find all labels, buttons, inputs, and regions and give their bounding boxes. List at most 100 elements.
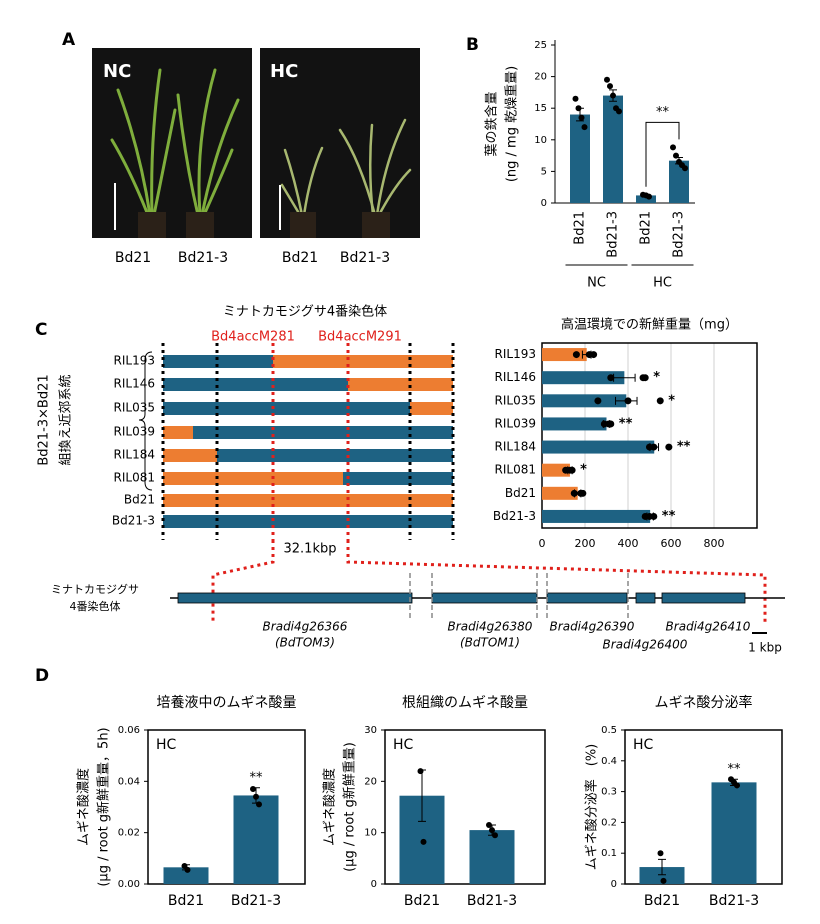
bar — [542, 417, 607, 431]
bar — [233, 795, 279, 884]
gene-label: Bradi4g26390 — [550, 620, 635, 634]
row-label: Bd21-3 — [112, 514, 155, 528]
y-tick-label: RIL193 — [495, 347, 536, 361]
group-label: 組換え近郊系統 — [58, 374, 74, 465]
error-bar — [658, 858, 666, 876]
chart-title: 高温環境での新鮮重量（mg） — [561, 317, 738, 333]
gene-map — [170, 573, 785, 634]
gene-alias: (BdTOM1) — [460, 636, 520, 650]
bar — [542, 440, 655, 454]
data-point — [579, 489, 587, 497]
x-tick-label: Bd21 — [639, 211, 654, 245]
x-tick-label: Bd21 — [573, 211, 588, 245]
plot-frame — [624, 729, 783, 885]
data-point — [673, 152, 679, 159]
gene-alias: (BdTOM3) — [275, 636, 335, 650]
y-tick-label: 25 — [534, 40, 547, 51]
data-point — [670, 144, 676, 151]
plot-frame — [384, 729, 546, 885]
data-point — [641, 374, 649, 382]
y-axis-label: ムギネ酸分泌率 (%) — [584, 744, 600, 871]
data-point — [590, 351, 598, 359]
y-tick-label: 0.2 — [601, 817, 617, 828]
inset-label: HC — [393, 737, 414, 753]
row-label: RIL035 — [114, 401, 155, 415]
panel-label: D — [35, 666, 49, 686]
row-label: RIL184 — [114, 448, 155, 462]
y-tick-label: 0.06 — [118, 725, 140, 736]
data-point — [570, 489, 578, 497]
data-point — [665, 443, 673, 451]
gene-label: Bradi4g26366 — [263, 620, 348, 634]
bar — [711, 782, 757, 884]
bar — [542, 463, 570, 477]
x-tick-label: Bd21-3 — [672, 211, 687, 258]
y-tick-label: 20 — [364, 776, 377, 787]
y-tick-label: 0 — [371, 879, 377, 890]
y-tick-label: 20 — [534, 72, 547, 83]
y-tick-label: 10 — [534, 135, 547, 146]
photo-label: HC — [270, 61, 298, 82]
y-tick-label: 0.04 — [118, 776, 140, 787]
bar — [669, 160, 689, 203]
data-point — [420, 838, 427, 845]
y-axis-label: (µg / root g新鮮重量) — [342, 742, 358, 872]
data-point — [624, 397, 632, 405]
bar — [570, 114, 590, 203]
significance: * — [653, 370, 660, 385]
data-point — [607, 83, 613, 90]
data-point — [604, 76, 610, 83]
bar — [636, 195, 656, 203]
genotype-bars — [163, 355, 453, 528]
bar — [603, 95, 623, 203]
x-tick-label: Bd21-3 — [231, 893, 281, 909]
bar — [542, 371, 625, 385]
bar — [542, 486, 578, 500]
plot-frame — [541, 342, 758, 529]
marker-label: Bd4accM281 — [211, 330, 295, 345]
photo — [260, 48, 420, 238]
data-point — [489, 827, 495, 834]
data-point — [417, 768, 424, 775]
chart-title: 培養液中のムギネ酸量 — [157, 694, 297, 711]
panel-label: C — [35, 320, 47, 340]
data-point — [184, 866, 191, 873]
data-point — [650, 443, 658, 451]
panel-label: B — [466, 35, 479, 55]
cultivar-label: Bd21 — [282, 250, 318, 266]
data-point — [581, 124, 588, 131]
x-tick-label: 200 — [575, 537, 596, 550]
x-tick-label: 600 — [661, 537, 682, 550]
y-axis-label: ムギネ酸濃度 — [76, 768, 92, 846]
data-point — [492, 832, 498, 839]
y-tick-label: RIL039 — [495, 416, 536, 430]
chart-title: 根組織のムギネ酸量 — [402, 695, 528, 711]
bar — [542, 509, 651, 523]
inset-label: HC — [633, 737, 654, 753]
data-point — [610, 92, 616, 99]
data-point — [578, 114, 585, 121]
bar — [542, 394, 627, 408]
y-tick-label: RIL081 — [495, 463, 536, 477]
group-label: HC — [653, 276, 672, 291]
data-point — [594, 397, 602, 405]
data-point — [256, 801, 262, 808]
x-tick-label: 400 — [618, 537, 639, 550]
bar — [542, 348, 587, 362]
diagram-title: ミナトカモジグサ4番染色体 — [223, 304, 387, 320]
data-point — [572, 351, 580, 359]
row-label: RIL193 — [114, 354, 155, 368]
x-tick-label: 800 — [704, 537, 725, 550]
data-point — [646, 193, 652, 200]
plot-frame — [147, 729, 306, 885]
data-point — [682, 165, 688, 172]
y-tick-label: Bd21 — [505, 486, 536, 500]
data-point — [607, 374, 615, 382]
data-point — [607, 420, 615, 428]
x-tick-label: Bd21-3 — [709, 893, 759, 909]
data-point — [650, 512, 658, 520]
significance: * — [668, 393, 675, 408]
y-tick-label: RIL146 — [495, 370, 536, 384]
